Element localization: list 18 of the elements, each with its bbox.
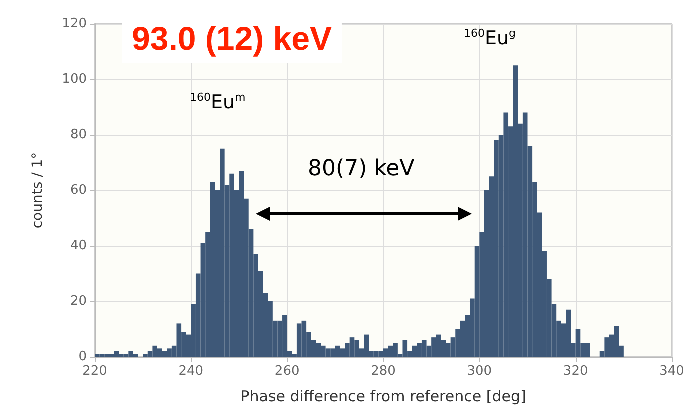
x-tick-label: 240 xyxy=(178,364,204,379)
x-tick-label: 280 xyxy=(371,364,396,379)
x-tick-label: 340 xyxy=(660,364,684,379)
x-tick-label: 320 xyxy=(563,364,588,379)
y-tick-label: 60 xyxy=(70,183,87,198)
x-tick-label: 300 xyxy=(467,364,492,379)
annotation: 80(7) keV xyxy=(308,156,415,182)
x-tick-label: 220 xyxy=(82,364,108,379)
y-tick-label: 40 xyxy=(70,238,87,254)
chart-title: 93.0 (12) keV xyxy=(132,20,332,57)
y-tick-label: 120 xyxy=(62,16,87,32)
y-tick-label: 0 xyxy=(78,350,87,364)
y-axis-title: counts / 1° xyxy=(30,152,46,229)
y-tick-label: 80 xyxy=(70,128,87,142)
x-tick-label: 260 xyxy=(274,364,300,379)
x-axis-title: Phase difference from reference [deg] xyxy=(240,388,526,406)
y-tick-label: 100 xyxy=(62,72,87,87)
y-tick-label: 20 xyxy=(70,294,87,309)
